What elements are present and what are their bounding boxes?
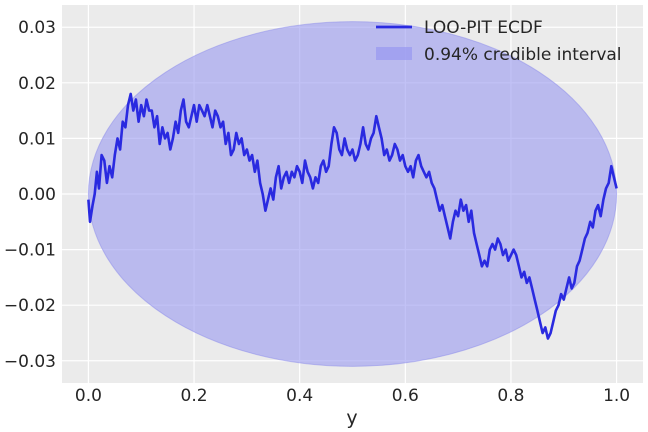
y-tick-label: 0.03 bbox=[18, 18, 56, 38]
x-tick-labels: 0.0 0.2 0.4 0.6 0.8 1.0 bbox=[75, 386, 630, 406]
loo-pit-ecdf-line bbox=[87, 92, 618, 340]
x-tick-label: 0.2 bbox=[181, 386, 208, 406]
y-tick-label: 0.02 bbox=[18, 74, 56, 94]
y-tick-label: −0.03 bbox=[4, 352, 56, 372]
x-tick-label: 1.0 bbox=[603, 386, 630, 406]
x-tick-label: 0.6 bbox=[392, 386, 419, 406]
x-tick-label: 0.0 bbox=[75, 386, 102, 406]
x-tick-label: 0.8 bbox=[497, 386, 524, 406]
y-tick-label: 0.00 bbox=[18, 185, 56, 205]
x-tick-label: 0.4 bbox=[286, 386, 313, 406]
y-tick-label: 0.01 bbox=[18, 129, 56, 149]
legend-band-swatch bbox=[376, 47, 412, 60]
legend: LOO-PIT ECDF 0.94% credible interval bbox=[376, 18, 622, 65]
y-tick-labels: 0.03 0.02 0.01 0.00 −0.01 −0.02 −0.03 bbox=[4, 18, 56, 372]
legend-label-ecdf: LOO-PIT ECDF bbox=[424, 18, 543, 38]
y-tick-label: −0.01 bbox=[4, 241, 56, 261]
y-tick-label: −0.02 bbox=[4, 296, 56, 316]
x-axis-title: y bbox=[346, 407, 357, 429]
legend-label-interval: 0.94% credible interval bbox=[424, 45, 622, 65]
credible-interval-band bbox=[87, 21, 618, 367]
